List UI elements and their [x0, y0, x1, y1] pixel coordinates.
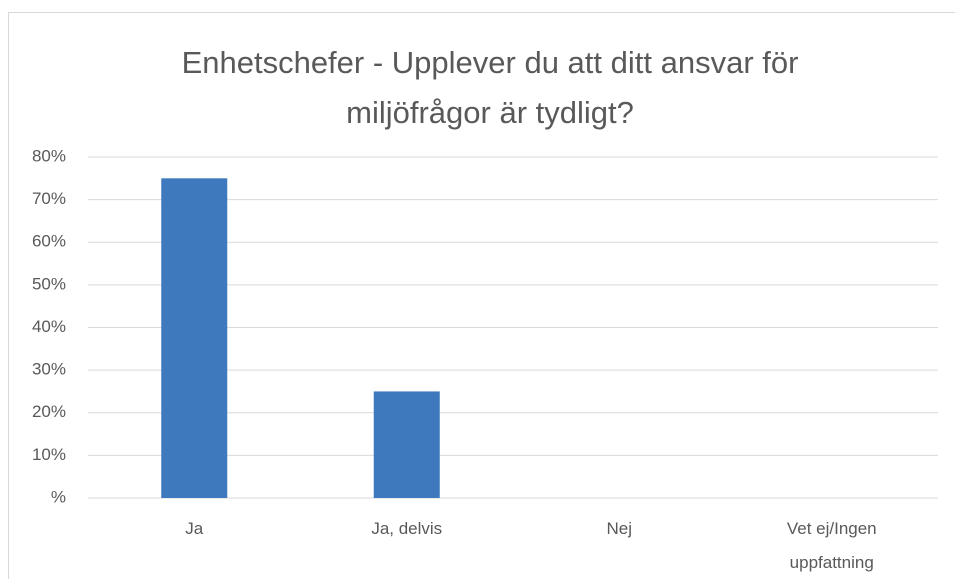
y-tick-label: %: [51, 487, 66, 506]
x-tick-label: Nej: [544, 512, 694, 546]
y-tick-label: 80%: [32, 146, 66, 165]
y-tick-label: 30%: [32, 360, 66, 379]
y-tick-label: 40%: [32, 317, 66, 336]
y-tick-label: 10%: [32, 445, 66, 464]
x-tick-label: Ja: [119, 512, 269, 546]
y-tick-label: 60%: [32, 232, 66, 251]
bar: [374, 391, 440, 498]
bar: [161, 178, 227, 498]
x-tick-label: Vet ej/Ingen uppfattning: [757, 512, 907, 580]
y-tick-label: 50%: [32, 274, 66, 293]
y-tick-label: 20%: [32, 402, 66, 421]
y-tick-label: 70%: [32, 189, 66, 208]
chart-title: Enhetschefer - Upplever du att ditt ansv…: [125, 38, 855, 138]
x-tick-label: Ja, delvis: [332, 512, 482, 546]
